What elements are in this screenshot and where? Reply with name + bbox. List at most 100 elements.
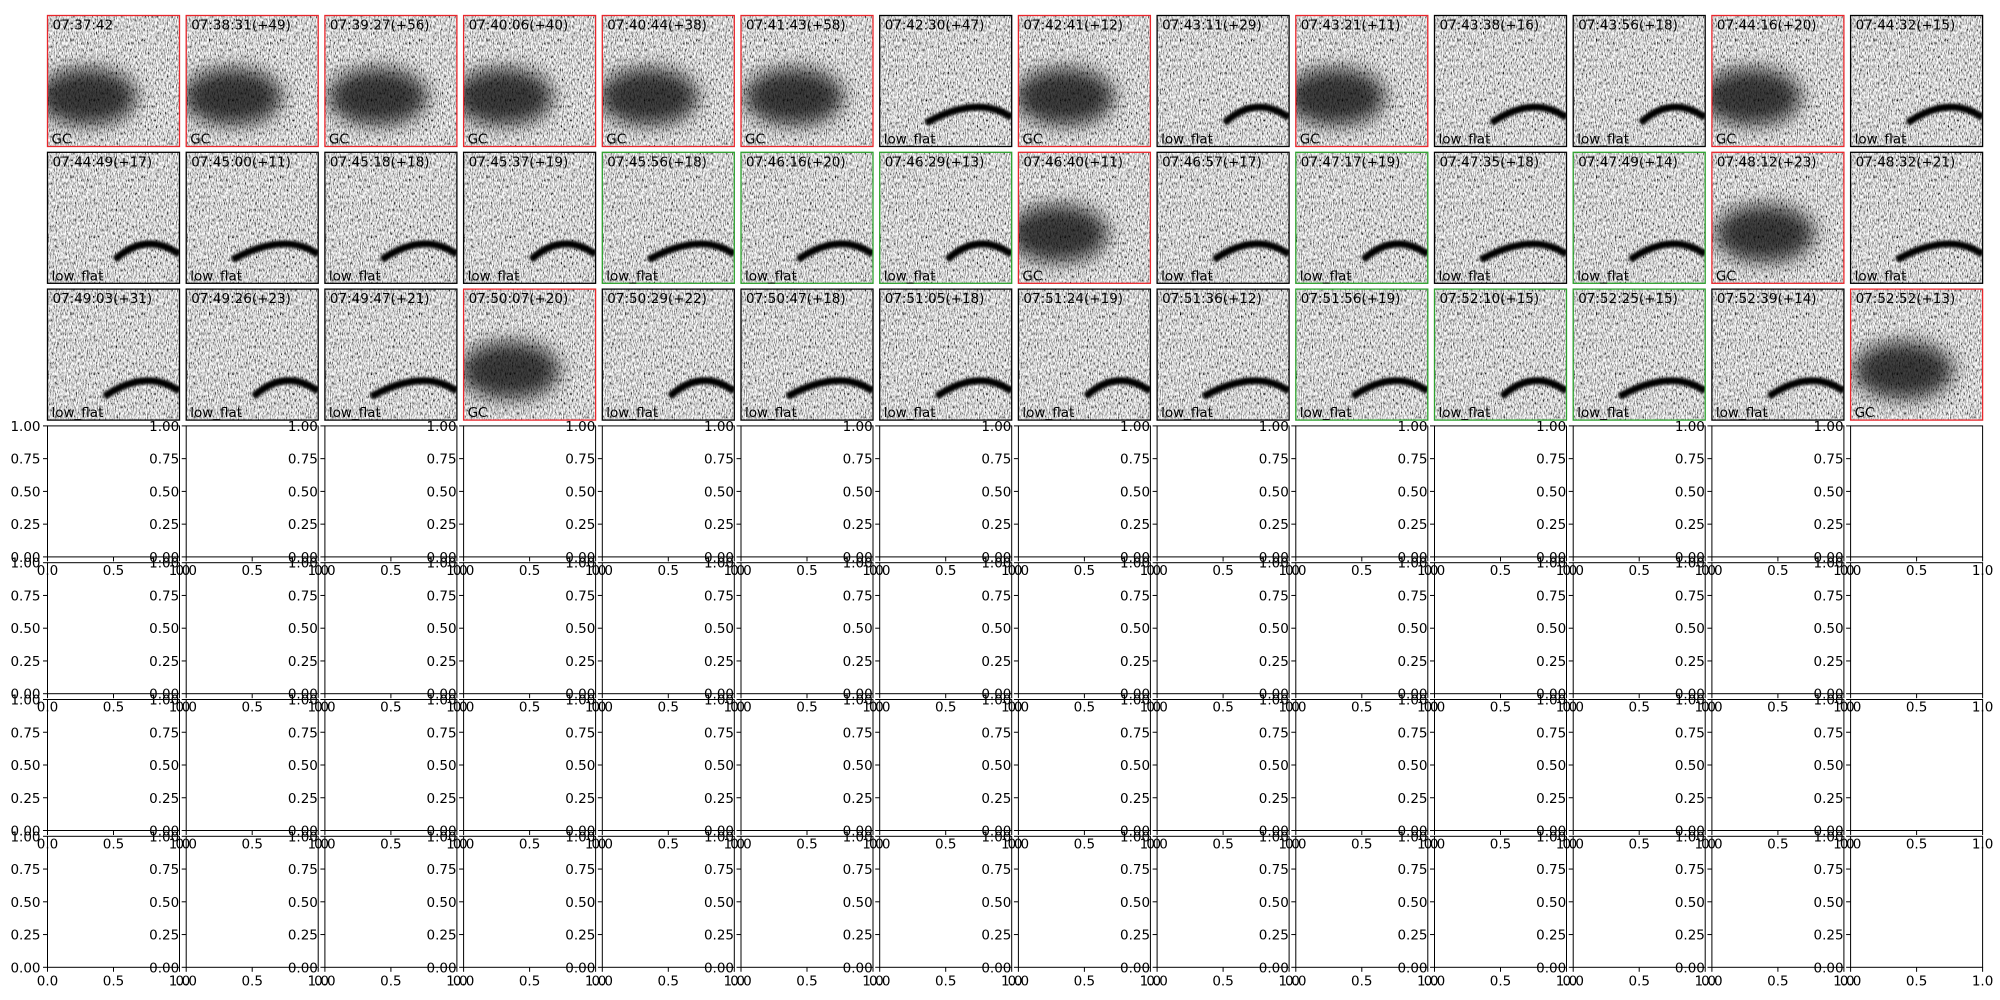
spectrogram (186, 289, 319, 421)
y-tick-label: 0.75 (427, 725, 457, 741)
y-tick-label: 0.75 (1120, 588, 1150, 604)
call-trace (251, 377, 319, 400)
panel-label: low_flat (606, 268, 658, 284)
call-blob (463, 341, 560, 400)
panel-border (1849, 288, 1984, 421)
y-tick-label: 0.00 (843, 687, 873, 703)
y-tick-label: 0.25 (843, 654, 873, 670)
spectrogram (1434, 152, 1567, 284)
panel-label: low_flat (329, 268, 381, 284)
panel-label: low_flat (1716, 405, 1768, 421)
x-tick-label: 0.0 (730, 973, 751, 989)
y-tick-label: 0.75 (1120, 725, 1150, 741)
y-tick-label: 0.75 (149, 862, 179, 878)
spectrogram (741, 15, 873, 147)
y-tick-label: 0.75 (981, 725, 1011, 741)
panel-label: low_flat (606, 405, 658, 421)
y-tick-label: 0.75 (1536, 452, 1566, 468)
y-tick-label: 0.25 (288, 654, 318, 670)
y-tick-label: 0.00 (704, 824, 734, 840)
call-blob (1295, 67, 1386, 126)
y-tick-label: 0.00 (1259, 687, 1289, 703)
y-tick-label: 0.00 (1120, 824, 1150, 840)
panel-border (1711, 14, 1845, 148)
noise (741, 152, 873, 284)
panel-label: GC (52, 132, 72, 148)
panel-label: low_flat (745, 405, 797, 421)
y-tick-label: 0.50 (10, 758, 40, 774)
y-tick-label: 0.25 (1675, 928, 1705, 944)
x-tick-label: 0.0 (1285, 973, 1306, 989)
call-trace (528, 240, 596, 263)
call-blob (463, 67, 554, 126)
y-tick-label: 0.50 (704, 758, 734, 774)
y-tick-label: 0.00 (1120, 960, 1150, 976)
spectrogram (602, 15, 735, 147)
y-tick-label: 0.25 (704, 654, 734, 670)
call-trace (369, 377, 457, 400)
panel-border (1295, 288, 1429, 421)
y-tick-label: 0.25 (10, 654, 40, 670)
panel-title: 07:42:41(+12) (1023, 18, 1123, 34)
y-tick-label: 0.75 (843, 725, 873, 741)
call-blob (186, 67, 283, 126)
panel-title: 07:51:56(+19) (1301, 291, 1401, 307)
y-tick-label: 0.75 (843, 588, 873, 604)
spectrogram (1157, 289, 1290, 421)
panel-label: GC (1022, 132, 1042, 148)
y-tick-label: 1.00 (1120, 829, 1150, 845)
panel-title: 07:47:35(+18) (1440, 154, 1540, 170)
noise (741, 289, 873, 421)
spectrogram (741, 289, 873, 421)
noise (186, 152, 319, 284)
y-tick-label: 1.00 (427, 556, 457, 572)
y-tick-label: 0.00 (981, 687, 1011, 703)
x-tick-label: 0.5 (1351, 563, 1372, 579)
y-tick-label: 0.75 (1536, 862, 1566, 878)
panel-title: 07:48:12(+23) (1717, 154, 1817, 170)
y-tick-label: 0.00 (1259, 550, 1289, 566)
y-tick-label: 0.25 (565, 791, 595, 807)
spectrogram (1850, 15, 1983, 147)
y-tick-label: 1.00 (981, 829, 1011, 845)
y-tick-label: 0.50 (149, 484, 179, 500)
y-tick-label: 1.00 (1120, 693, 1150, 709)
y-tick-label: 0.25 (1259, 928, 1289, 944)
panel-label: low_flat (468, 268, 520, 284)
y-tick-label: 0.25 (1675, 517, 1705, 533)
x-tick-label: 0.5 (1074, 973, 1095, 989)
y-tick-label: 1.00 (1536, 419, 1566, 435)
y-tick-label: 1.00 (565, 829, 595, 845)
panel-title: 07:40:44(+38) (607, 18, 707, 34)
y-tick-label: 0.00 (1120, 687, 1150, 703)
y-tick-label: 0.75 (149, 588, 179, 604)
x-tick-label: 0.5 (380, 973, 401, 989)
y-tick-label: 0.00 (1814, 687, 1844, 703)
call-trace (1638, 103, 1706, 126)
y-tick-label: 1.00 (565, 556, 595, 572)
panel-label: low_flat (884, 132, 936, 148)
panel-border (46, 151, 181, 284)
y-tick-label: 0.75 (1675, 452, 1705, 468)
call-trace (1211, 240, 1290, 263)
x-tick-label: 0.0 (869, 973, 890, 989)
noise (602, 152, 735, 284)
panel-title: 07:44:16(+20) (1717, 18, 1817, 34)
y-tick-label: 0.75 (1675, 862, 1705, 878)
panel-title: 07:45:18(+18) (330, 154, 430, 170)
y-tick-label: 0.25 (565, 517, 595, 533)
call-blob (1853, 341, 1954, 400)
x-tick-label: 0.5 (1767, 700, 1788, 716)
x-tick-label: 0.5 (103, 563, 124, 579)
y-tick-label: 0.75 (1814, 725, 1844, 741)
panel-label: low_flat (190, 405, 242, 421)
call-trace (1222, 103, 1290, 126)
spectrogram (1295, 15, 1428, 147)
y-tick-label: 0.75 (1259, 452, 1289, 468)
y-tick-label: 0.50 (1814, 895, 1844, 911)
call-trace (944, 240, 1012, 263)
panel-border (462, 14, 597, 148)
y-tick-label: 0.75 (1397, 452, 1427, 468)
y-tick-label: 0.50 (565, 621, 595, 637)
noise (463, 152, 596, 284)
